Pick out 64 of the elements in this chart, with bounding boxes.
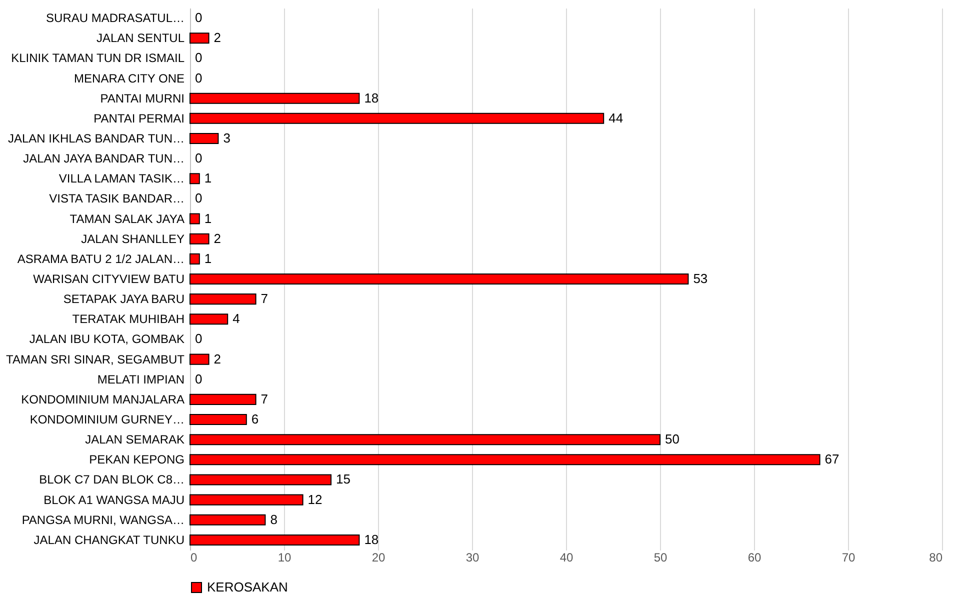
data-label: 0: [195, 150, 202, 166]
data-label: 1: [204, 250, 212, 266]
data-label: 0: [195, 10, 202, 26]
y-tick-label: PANTAI MURNI: [100, 91, 184, 106]
data-label: 2: [214, 30, 222, 46]
data-label: 7: [260, 391, 268, 406]
data-label: 0: [195, 50, 202, 66]
data-label: 1: [204, 170, 212, 186]
y-tick-label: JALAN SHANLLEY: [81, 232, 184, 246]
y-tick-label: TAMAN SALAK JAYA: [70, 212, 184, 226]
data-label: 67: [824, 452, 840, 467]
data-label: 3: [223, 130, 230, 146]
y-tick-label: KONDOMINIUM MANJALARA: [21, 392, 184, 406]
data-label: 6: [251, 412, 259, 427]
data-label: 0: [195, 331, 202, 346]
data-label: 8: [270, 512, 278, 527]
y-tick-label: SURAU MADRASATUL…: [46, 11, 184, 26]
y-tick-label: MELATI IMPIAN: [97, 372, 184, 386]
y-tick-label: ASRAMA BATU 2 1/2 JALAN…: [17, 252, 184, 266]
y-tick-label: JALAN SEMARAK: [85, 432, 184, 447]
y-tick-label: VISTA TASIK BANDAR…: [49, 192, 184, 206]
x-tick-label: 30: [466, 550, 480, 564]
x-tick-label: 60: [748, 550, 762, 564]
data-label: 0: [195, 70, 202, 86]
data-label: 50: [665, 432, 680, 447]
y-tick-label: JALAN IKHLAS BANDAR TUN…: [8, 131, 184, 146]
x-tick-label: 10: [278, 550, 292, 564]
data-label: 18: [364, 90, 379, 106]
x-tick-label: 80: [929, 550, 943, 564]
y-tick-label: JALAN JAYA BANDAR TUN…: [23, 152, 184, 166]
data-label: 4: [232, 311, 240, 326]
data-label: 15: [336, 472, 350, 487]
y-tick-label: VILLA LAMAN TASIK…: [58, 172, 184, 186]
y-tick-label: KONDOMINIUM GURNEY…: [30, 412, 184, 427]
data-label: 7: [260, 291, 268, 306]
data-label: 2: [214, 230, 222, 246]
y-tick-label: TAMAN SRI SINAR, SEGAMBUT: [6, 352, 186, 366]
y-tick-label: JALAN IBU KOTA, GOMBAK: [29, 332, 184, 346]
y-tick-label: WARISAN CITYVIEW BATU: [33, 272, 184, 286]
x-tick-label: 40: [560, 550, 574, 564]
data-label: 12: [308, 492, 322, 507]
y-tick-label: KLINIK TAMAN TUN DR ISMAIL: [11, 51, 185, 66]
data-label: 0: [195, 371, 202, 386]
x-tick-label: 20: [372, 550, 386, 564]
y-tick-label: PEKAN KEPONG: [89, 452, 184, 467]
y-tick-label: SETAPAK JAYA BARU: [63, 292, 184, 306]
y-tick-label: JALAN SENTUL: [96, 31, 185, 46]
y-tick-label: MENARA CITY ONE: [74, 71, 184, 86]
data-label: 53: [693, 271, 708, 286]
data-label: 1: [204, 210, 212, 226]
data-label: 2: [214, 351, 222, 366]
data-label: 44: [608, 110, 624, 126]
legend-label: KEROSAKAN: [207, 580, 288, 594]
data-label: 18: [364, 532, 379, 547]
y-tick-label: PANTAI PERMAI: [94, 111, 184, 126]
x-tick-label: 50: [654, 550, 668, 564]
y-tick-label: TERATAK MUHIBAH: [72, 312, 184, 326]
y-tick-label: JALAN CHANGKAT TUNKU: [34, 532, 184, 547]
y-tick-label: BLOK C7 DAN BLOK C8…: [39, 472, 184, 487]
y-tick-label: PANGSA MURNI, WANGSA…: [22, 512, 184, 527]
x-tick-label: 70: [842, 550, 856, 564]
data-label: 0: [195, 190, 202, 206]
x-tick-label: 0: [190, 550, 198, 564]
y-tick-label: BLOK A1 WANGSA MAJU: [44, 492, 184, 507]
